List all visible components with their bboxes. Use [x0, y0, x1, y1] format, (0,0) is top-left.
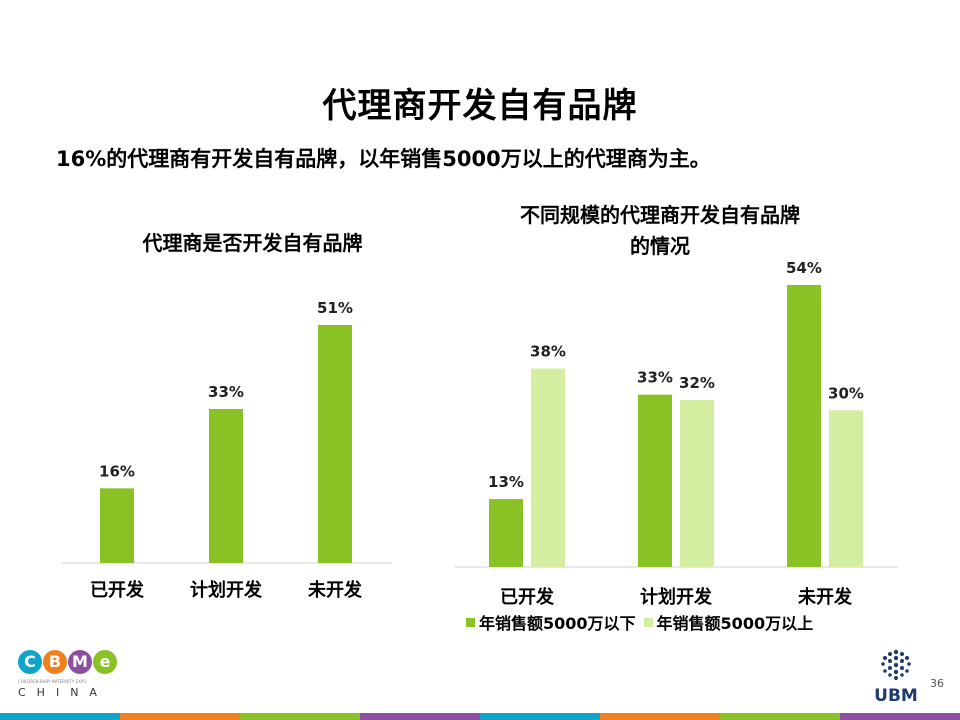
footer-stripe-segment	[240, 713, 360, 720]
left-bar-2	[209, 409, 243, 563]
legend-label-series-2: 年销售额5000万以上	[656, 614, 814, 633]
right-bar-value-label: 38%	[530, 343, 566, 361]
cbme-letter-b: B	[43, 650, 67, 674]
right-bar-series-1-2	[638, 394, 672, 567]
legend-item-series-1: 年销售额5000万以下	[466, 610, 636, 634]
left-category-label: 已开发	[90, 579, 145, 601]
left-bar-3	[318, 325, 352, 563]
footer-stripe-segment	[720, 713, 840, 720]
cbme-letter-m: M	[68, 650, 92, 674]
right-chart-legend: 年销售额5000万以下 年销售额5000万以上	[466, 610, 821, 634]
left-bar-1	[100, 488, 134, 563]
right-bar-value-label: 32%	[679, 374, 715, 392]
left-chart-title: 代理商是否开发自有品牌	[142, 231, 363, 255]
right-bar-series-2-1	[531, 368, 565, 567]
ubm-dots-icon	[881, 649, 911, 680]
right-bar-series-1-3	[787, 285, 821, 567]
left-bar-value-label: 33%	[208, 383, 244, 401]
footer-stripe-segment	[840, 713, 960, 720]
right-chart-title-line-1: 不同规模的代理商开发自有品牌	[520, 203, 800, 227]
right-category-label: 已开发	[500, 586, 555, 608]
footer-color-stripe	[0, 713, 960, 720]
legend-swatch-dark-green	[466, 617, 475, 627]
cbme-china-text: CHINA	[18, 686, 108, 699]
ubm-logo: UBM	[866, 648, 926, 708]
right-bar-value-label: 54%	[786, 259, 822, 277]
footer-stripe-segment	[0, 713, 120, 720]
left-category-label: 未开发	[308, 579, 363, 601]
right-bar-value-label: 13%	[488, 473, 524, 491]
ubm-logo-text: UBM	[874, 686, 918, 706]
right-bar-series-2-2	[680, 399, 714, 567]
footer-stripe-segment	[360, 713, 480, 720]
left-bar-value-label: 16%	[99, 462, 135, 480]
right-bar-series-1-1	[489, 499, 523, 567]
legend-item-series-2: 年销售额5000万以上	[643, 610, 814, 634]
cbme-logo: C B M e CHILDREN·BABY·MATERNITY EXPO CHI…	[18, 647, 128, 705]
legend-swatch-light-green	[643, 617, 653, 627]
left-bar-value-label: 51%	[317, 299, 353, 317]
cbme-logo-letters: C B M e	[18, 647, 128, 677]
slide-title: 代理商开发自有品牌	[322, 86, 638, 126]
right-bar-value-label: 33%	[637, 369, 673, 387]
right-bar-value-label: 30%	[828, 384, 864, 402]
footer-stripe-segment	[600, 713, 720, 720]
cbme-letter-c: C	[18, 650, 42, 674]
left-category-label: 计划开发	[190, 579, 263, 601]
cbme-tagline: CHILDREN·BABY·MATERNITY EXPO	[18, 679, 87, 684]
right-category-label: 未开发	[798, 586, 853, 608]
right-chart-title: 不同规模的代理商开发自有品牌 的情况	[460, 200, 860, 262]
right-category-label: 计划开发	[640, 586, 713, 608]
footer-stripe-segment	[480, 713, 600, 720]
page-number: 36	[930, 677, 944, 690]
right-chart-title-line-2: 的情况	[630, 234, 690, 258]
footer-stripe-segment	[120, 713, 240, 720]
legend-label-series-1: 年销售额5000万以下	[479, 614, 636, 633]
right-bar-series-2-3	[829, 410, 863, 567]
slide-subtitle: 16%的代理商有开发自有品牌，以年销售5000万以上的代理商为主。	[56, 147, 711, 171]
cbme-letter-e: e	[93, 650, 117, 674]
